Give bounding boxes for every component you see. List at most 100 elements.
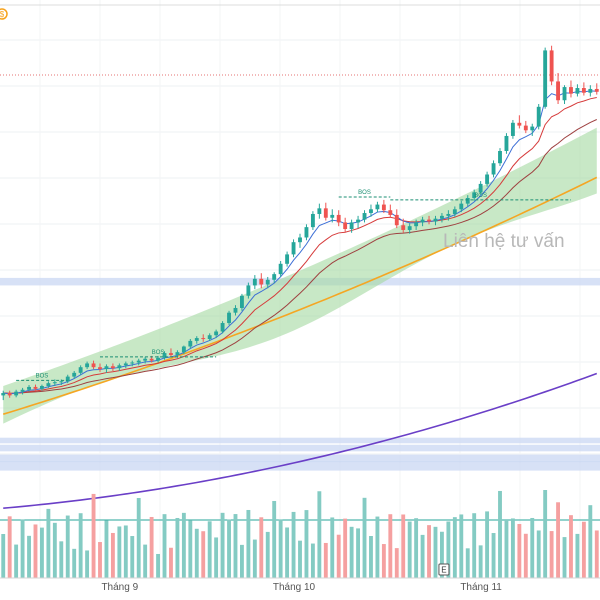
ema-mid-line [3, 97, 597, 394]
candle-body [259, 278, 264, 285]
volume-bar [407, 521, 412, 578]
volume-bar [323, 542, 328, 578]
candle-body [446, 213, 451, 216]
candle-body [214, 331, 219, 336]
candle-body [459, 203, 464, 210]
candle-body [123, 363, 128, 366]
volume-bar [575, 533, 580, 578]
volume-bar [143, 544, 148, 578]
volume-bar [201, 531, 206, 578]
volume-bar [517, 523, 522, 578]
candle-body [265, 279, 270, 285]
volume-bar [375, 516, 380, 578]
candle-body [1, 393, 6, 396]
volume-bar [52, 522, 57, 578]
candle-body [169, 353, 173, 355]
bos-label: BOS [358, 190, 371, 196]
candle-body [91, 363, 96, 368]
candle-body [491, 163, 496, 175]
candle-body [201, 338, 206, 340]
moving-averages [2, 90, 598, 509]
candle-body [110, 366, 115, 369]
watermark-text: Liên hệ tư vấn [443, 231, 565, 252]
volume-bar [543, 490, 548, 578]
volume-bar [123, 525, 128, 578]
candle-body [181, 346, 186, 353]
candle-body [130, 362, 135, 364]
x-tick-label: Tháng 9 [101, 582, 138, 593]
bos-label: BOS [36, 373, 49, 379]
volume-bar [278, 519, 283, 578]
volume-bar [98, 542, 102, 578]
candle-body [220, 323, 225, 332]
volume-bar [33, 524, 38, 578]
candle-body [530, 126, 535, 131]
volume-bar [440, 531, 444, 578]
candle-body [14, 391, 19, 396]
volume-bar [214, 537, 219, 578]
volume-bar [175, 517, 180, 578]
candle-body [407, 226, 412, 230]
ema-slow-line [3, 119, 597, 394]
bos-label: BOS [152, 350, 165, 356]
candle-body [543, 50, 548, 107]
candle-body [156, 357, 160, 361]
candle-body [349, 222, 354, 230]
volume-bar [104, 520, 109, 578]
candle-body [20, 389, 25, 392]
candle-body [549, 50, 554, 82]
support-zone [0, 454, 600, 463]
volume-bar [246, 509, 251, 578]
candle-body [498, 151, 502, 164]
volume-bar [394, 548, 399, 578]
support-zone [0, 437, 600, 444]
volume-bar [110, 532, 115, 578]
candle-body [433, 218, 438, 222]
volume-bar [252, 539, 257, 578]
candle-body [369, 209, 373, 214]
candle-body [375, 204, 380, 210]
candle-body [78, 367, 83, 373]
candle-body [427, 219, 431, 222]
volume-bar [1, 534, 6, 578]
volume-bar [588, 505, 593, 578]
candles [1, 45, 599, 401]
volume-bar [188, 520, 193, 578]
candle-body [575, 88, 580, 94]
volume-bar [452, 517, 457, 578]
x-tick-label: Tháng 10 [273, 582, 316, 593]
volume-bar [136, 498, 141, 578]
candle-body [98, 367, 102, 370]
candle-body [465, 198, 470, 204]
volume-bar [130, 536, 135, 578]
volume-bar [117, 526, 122, 578]
volume-bar [581, 521, 586, 578]
volume-bar [162, 514, 167, 578]
volume-bar [336, 534, 341, 578]
candle-body [207, 335, 212, 339]
candle-body [581, 88, 586, 93]
volume-bar [562, 537, 567, 578]
candle-body [594, 88, 599, 92]
candle-body [504, 135, 509, 151]
candle-body [556, 81, 560, 101]
volume-bar [594, 530, 599, 578]
volume-bar [485, 511, 490, 578]
candle-body [27, 386, 31, 390]
candle-body [317, 208, 322, 214]
volume-bar [72, 548, 77, 578]
bos-label: BOS [474, 193, 487, 199]
grid [0, 0, 600, 578]
earnings-marker-label: E [441, 566, 446, 575]
volume-bar [14, 544, 19, 578]
volume-bar [556, 502, 560, 578]
candle-body [485, 174, 490, 184]
volume-bar [285, 527, 290, 578]
volume-bar [433, 526, 438, 578]
candle-body [278, 263, 283, 275]
volume-bar [240, 544, 244, 578]
ma200-line [3, 372, 598, 509]
candle-body [104, 366, 109, 370]
candle-body [46, 383, 51, 386]
